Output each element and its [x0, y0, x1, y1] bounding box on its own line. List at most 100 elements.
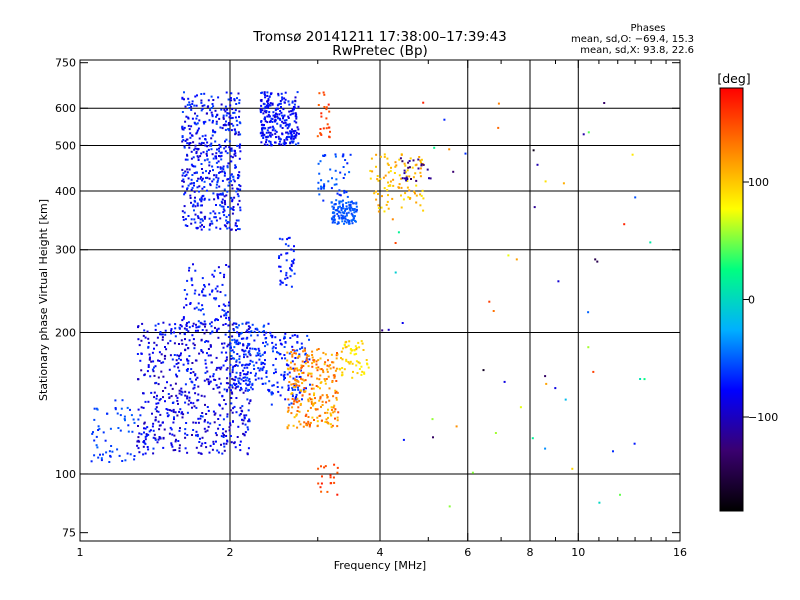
data-point: [121, 399, 124, 402]
data-point: [317, 181, 320, 184]
data-point: [152, 360, 155, 363]
data-point: [283, 140, 286, 143]
data-point: [355, 346, 358, 349]
data-point: [206, 378, 208, 381]
data-point: [224, 140, 226, 143]
data-point: [397, 231, 400, 234]
data-point: [243, 416, 246, 419]
data-point: [217, 327, 220, 330]
data-point: [231, 339, 234, 342]
data-point: [302, 425, 305, 428]
data-point: [198, 185, 201, 188]
data-point: [226, 367, 229, 370]
data-point: [220, 151, 223, 154]
data-point: [229, 155, 232, 158]
data-point: [283, 142, 286, 144]
data-point: [164, 333, 167, 336]
data-point: [243, 414, 246, 417]
data-point: [227, 382, 230, 385]
data-point: [238, 414, 241, 417]
data-point: [287, 424, 290, 427]
data-point: [197, 417, 200, 420]
data-point: [216, 196, 219, 198]
data-point: [294, 379, 297, 382]
data-point: [186, 451, 189, 454]
data-point: [274, 132, 277, 135]
data-point: [515, 258, 518, 261]
data-point: [272, 364, 275, 367]
data-point: [336, 352, 338, 354]
data-point: [352, 218, 355, 221]
data-point: [208, 177, 211, 180]
data-point: [226, 415, 229, 418]
data-point: [177, 362, 180, 365]
data-point: [200, 444, 203, 447]
data-point: [404, 192, 407, 195]
data-point: [224, 105, 227, 108]
data-point: [181, 185, 184, 188]
data-point: [203, 197, 206, 200]
data-point: [305, 358, 308, 361]
data-point: [271, 384, 274, 387]
data-point: [133, 458, 136, 461]
data-point: [339, 211, 342, 214]
data-point: [639, 378, 642, 380]
data-point: [212, 375, 215, 378]
data-point: [401, 160, 404, 163]
data-point: [295, 393, 298, 396]
data-point: [242, 419, 245, 422]
data-point: [281, 114, 284, 117]
data-point: [246, 329, 249, 332]
data-point: [266, 129, 269, 132]
data-point: [355, 205, 358, 208]
data-point: [401, 177, 404, 180]
data-point: [229, 177, 232, 180]
data-point: [322, 91, 325, 94]
data-point: [184, 383, 187, 386]
data-point: [229, 228, 232, 231]
data-point: [307, 365, 310, 368]
data-point: [344, 215, 347, 218]
data-point: [216, 179, 219, 182]
data-point: [219, 167, 222, 170]
data-point: [164, 329, 167, 332]
data-point: [223, 445, 226, 448]
data-point: [144, 438, 147, 441]
data-point: [219, 404, 221, 407]
data-point: [391, 197, 394, 200]
data-point: [331, 424, 334, 427]
data-point: [292, 386, 295, 389]
data-point: [222, 346, 225, 349]
data-point: [387, 184, 390, 187]
data-point: [173, 418, 175, 421]
data-point: [200, 196, 203, 199]
data-point: [262, 126, 265, 129]
data-point: [375, 198, 378, 201]
data-point: [225, 351, 228, 354]
data-point: [340, 374, 343, 377]
data-point: [203, 216, 206, 218]
data-point: [336, 353, 339, 356]
data-point: [326, 364, 329, 367]
data-point: [208, 198, 211, 201]
data-point: [375, 165, 377, 168]
data-point: [321, 394, 324, 397]
data-point: [247, 420, 250, 423]
data-point: [196, 147, 199, 150]
data-point: [215, 122, 218, 125]
data-point: [231, 212, 234, 215]
data-point: [358, 346, 361, 349]
data-point: [261, 353, 264, 356]
data-point: [355, 348, 358, 351]
data-point: [393, 172, 396, 174]
data-point: [265, 105, 268, 108]
data-point: [242, 344, 245, 347]
data-point: [418, 156, 421, 158]
data-point: [341, 220, 344, 223]
data-point: [310, 387, 313, 390]
data-point: [200, 163, 203, 165]
data-point: [329, 364, 332, 367]
data-point: [293, 416, 296, 419]
data-point: [204, 323, 207, 326]
y-tick-label: 600: [55, 102, 76, 115]
